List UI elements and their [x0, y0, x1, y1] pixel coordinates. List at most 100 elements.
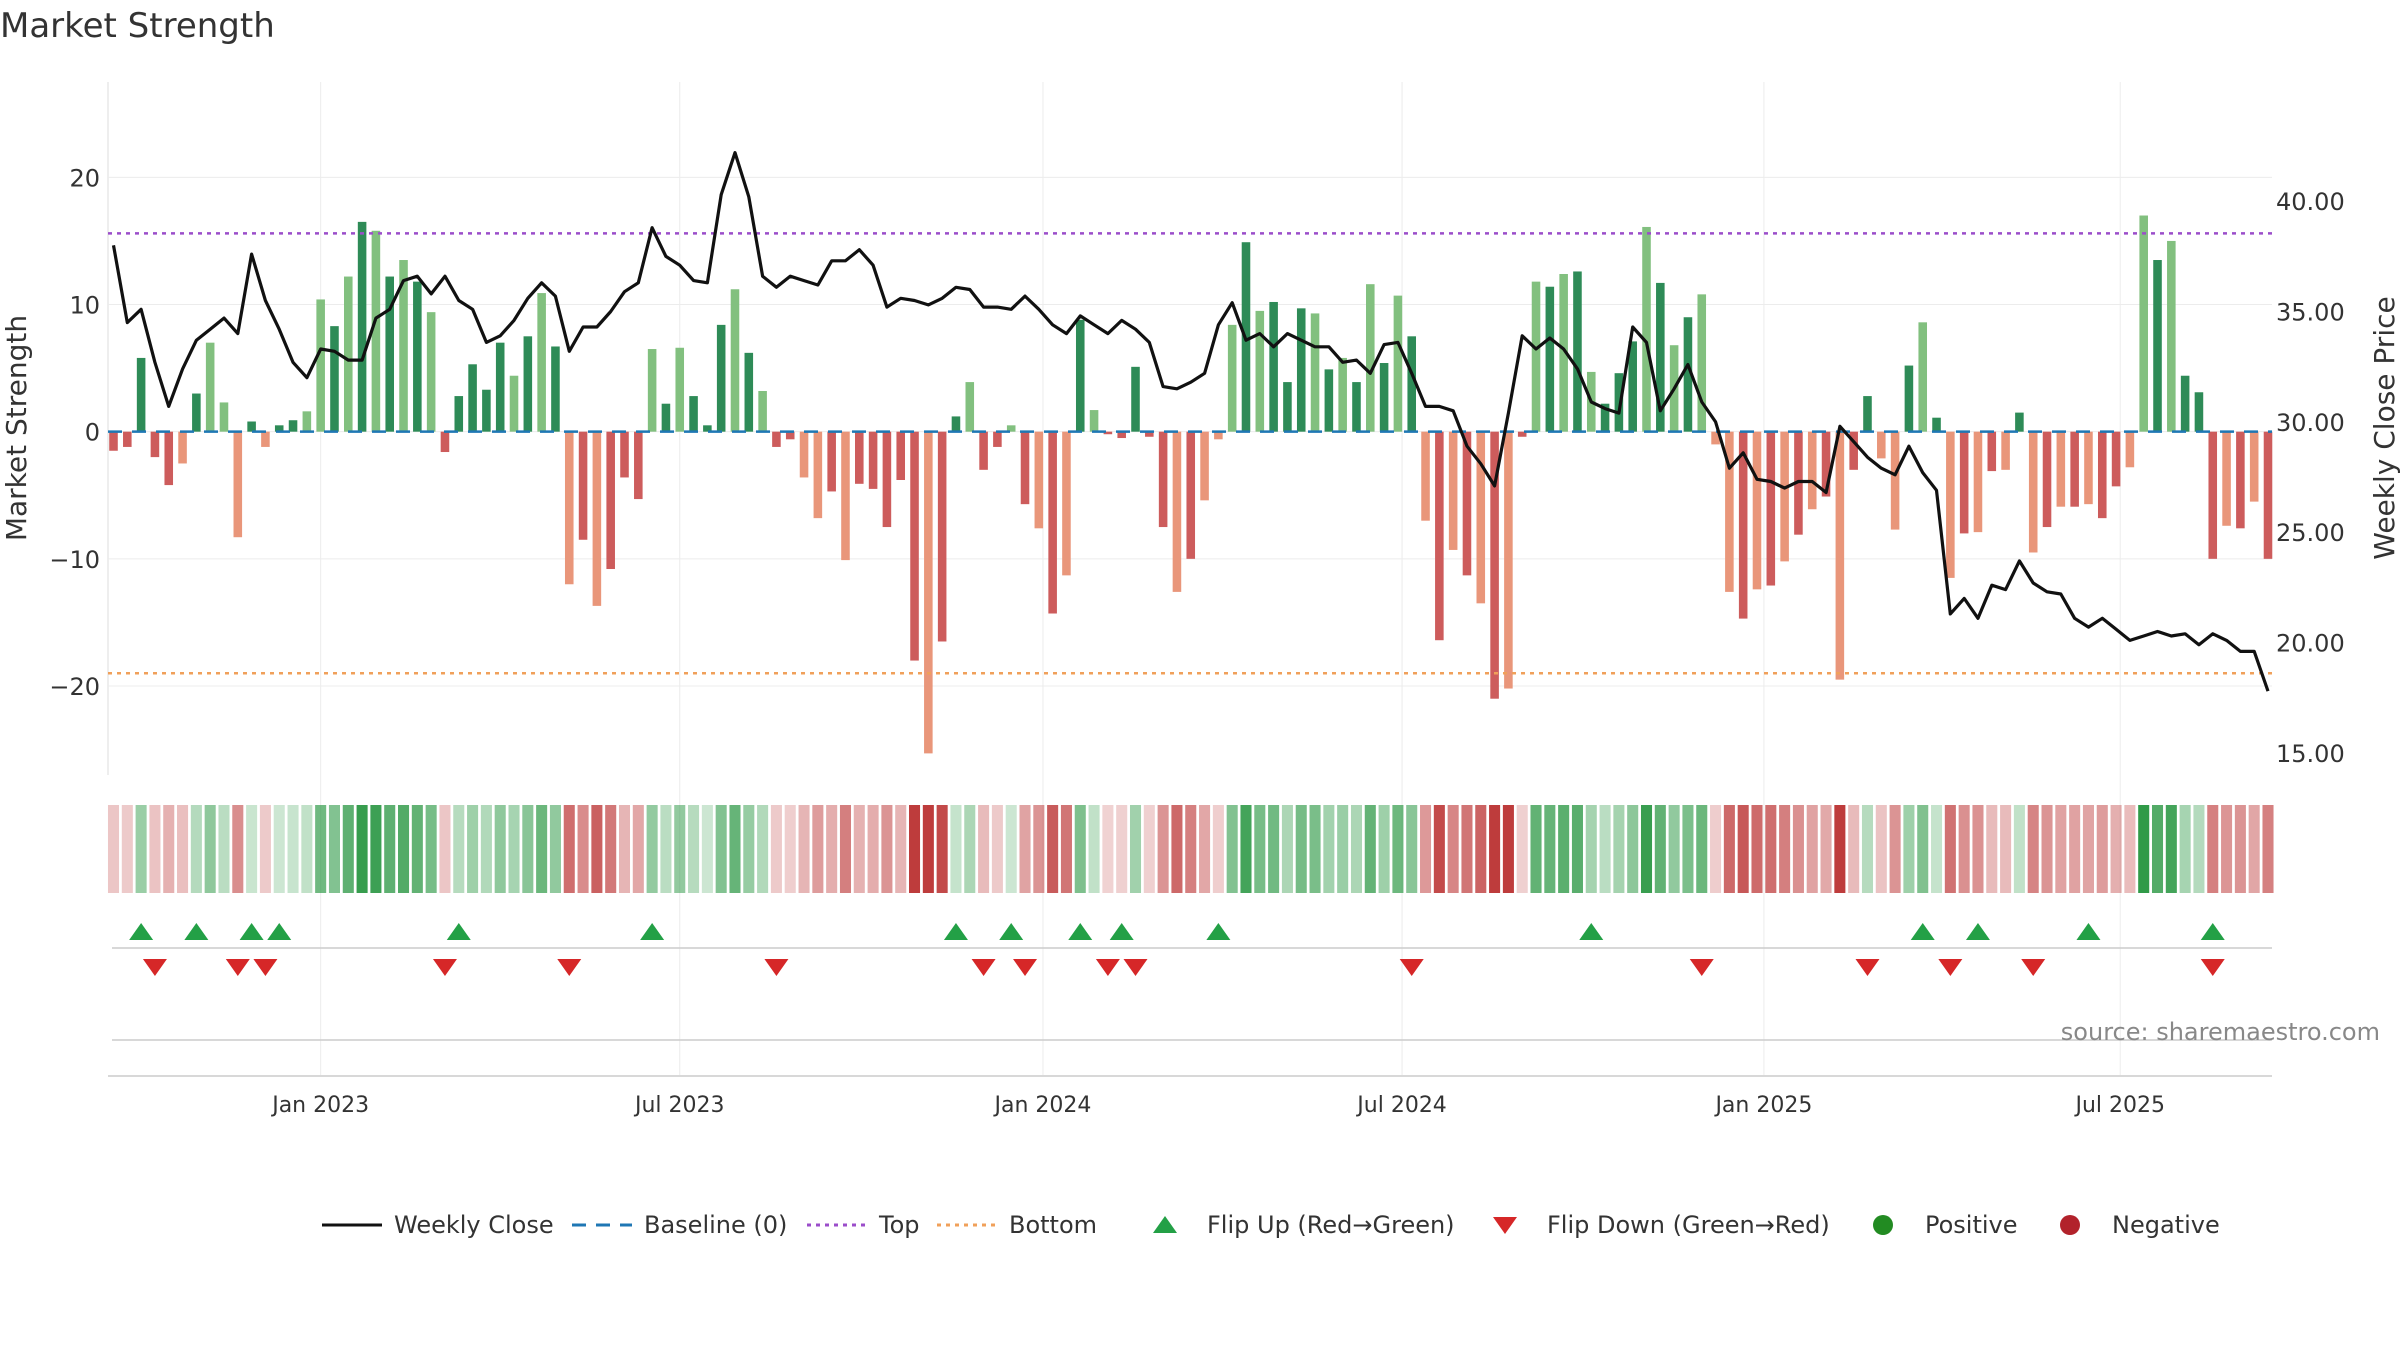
strength-bar[interactable]	[1214, 431, 1223, 440]
strength-bar[interactable]	[399, 260, 408, 432]
strength-bar[interactable]	[371, 230, 381, 432]
strength-bar[interactable]	[2139, 215, 2148, 432]
strength-bar[interactable]	[1752, 431, 1762, 590]
heat-strip-cell[interactable]	[1281, 805, 1293, 893]
heat-strip-cell[interactable]	[1309, 805, 1321, 893]
heat-strip-cell[interactable]	[2000, 805, 2012, 893]
strength-bar[interactable]	[592, 431, 602, 606]
strength-bar[interactable]	[192, 393, 201, 432]
heat-strip-cell[interactable]	[2055, 805, 2067, 893]
heat-strip-cell[interactable]	[2207, 805, 2219, 893]
strength-bar[interactable]	[1545, 286, 1555, 432]
strength-bar[interactable]	[1835, 431, 1845, 680]
heat-strip-cell[interactable]	[1268, 805, 1280, 893]
flip-down-marker[interactable]	[225, 959, 250, 976]
strength-bar[interactable]	[261, 431, 270, 447]
strength-bar[interactable]	[233, 431, 243, 538]
heat-strip-cell[interactable]	[1005, 805, 1017, 893]
strength-bar[interactable]	[1407, 336, 1417, 432]
heat-strip-cell[interactable]	[1116, 805, 1128, 893]
flip-down-marker[interactable]	[971, 959, 996, 976]
strength-bar[interactable]	[924, 431, 933, 754]
heat-strip-cell[interactable]	[246, 805, 258, 893]
heat-strip-cell[interactable]	[881, 805, 893, 893]
flip-down-marker[interactable]	[2200, 959, 2225, 976]
heat-strip-cell[interactable]	[2096, 805, 2108, 893]
strength-bar[interactable]	[1517, 431, 1527, 437]
strength-bar[interactable]	[1117, 431, 1126, 439]
strength-bar[interactable]	[2180, 375, 2190, 432]
heat-strip-cell[interactable]	[1710, 805, 1722, 893]
strength-bar[interactable]	[385, 276, 394, 432]
flip-down-marker[interactable]	[1123, 959, 1148, 976]
heat-strip-cell[interactable]	[1447, 805, 1459, 893]
heat-strip-cell[interactable]	[149, 805, 161, 893]
heat-strip-cell[interactable]	[1088, 805, 1100, 893]
strength-bar[interactable]	[344, 276, 353, 432]
heat-strip-cell[interactable]	[2234, 805, 2246, 893]
strength-bar[interactable]	[2194, 392, 2204, 432]
heat-strip-cell[interactable]	[2193, 805, 2205, 893]
heat-strip-cell[interactable]	[1558, 805, 1570, 893]
heat-strip-cell[interactable]	[936, 805, 948, 893]
heat-strip-cell[interactable]	[1143, 805, 1155, 893]
heat-strip-cell[interactable]	[2165, 805, 2177, 893]
strength-bar[interactable]	[109, 431, 118, 451]
strength-bar[interactable]	[1918, 322, 1928, 432]
strength-bar[interactable]	[703, 425, 712, 432]
strength-bar[interactable]	[1310, 313, 1320, 432]
heat-strip-cell[interactable]	[701, 805, 713, 893]
heat-strip-cell[interactable]	[1613, 805, 1625, 893]
flip-down-marker[interactable]	[2021, 959, 2046, 976]
strength-bar[interactable]	[620, 431, 629, 478]
strength-bar[interactable]	[288, 420, 298, 432]
strength-bar[interactable]	[1435, 431, 1444, 641]
strength-bar[interactable]	[330, 326, 339, 432]
heat-strip-cell[interactable]	[2082, 805, 2094, 893]
strength-bar[interactable]	[799, 431, 809, 478]
strength-bar[interactable]	[1006, 425, 1016, 432]
strength-bar[interactable]	[896, 431, 906, 480]
heat-strip-cell[interactable]	[2221, 805, 2233, 893]
heat-strip-cell[interactable]	[301, 805, 313, 893]
heat-strip-cell[interactable]	[632, 805, 644, 893]
heat-strip-cell[interactable]	[1489, 805, 1501, 893]
heat-strip-cell[interactable]	[1392, 805, 1404, 893]
heat-strip-cell[interactable]	[1420, 805, 1432, 893]
strength-bar[interactable]	[606, 431, 615, 570]
strength-bar[interactable]	[523, 336, 533, 432]
strength-bar[interactable]	[744, 352, 754, 432]
strength-bar[interactable]	[1048, 431, 1057, 614]
heat-strip-cell[interactable]	[922, 805, 934, 893]
flip-down-marker[interactable]	[557, 959, 582, 976]
strength-bar[interactable]	[1338, 357, 1347, 432]
strength-bar[interactable]	[730, 289, 740, 432]
heat-strip-cell[interactable]	[494, 805, 506, 893]
strength-bar[interactable]	[841, 431, 850, 561]
flip-up-marker[interactable]	[1579, 923, 1604, 940]
strength-bar[interactable]	[1504, 431, 1513, 689]
strength-bar[interactable]	[937, 431, 947, 642]
heat-strip-cell[interactable]	[1723, 805, 1735, 893]
heat-strip-cell[interactable]	[1157, 805, 1169, 893]
heat-strip-cell[interactable]	[1751, 805, 1763, 893]
strength-bar[interactable]	[564, 431, 574, 585]
heat-strip-cell[interactable]	[1861, 805, 1874, 893]
heat-strip-cell[interactable]	[1792, 805, 1804, 893]
strength-bar[interactable]	[274, 425, 284, 432]
heat-strip-cell[interactable]	[425, 805, 437, 893]
heat-strip-cell[interactable]	[1765, 805, 1777, 893]
heat-strip-cell[interactable]	[1074, 805, 1086, 893]
strength-bar[interactable]	[2042, 431, 2052, 528]
heat-strip-cell[interactable]	[563, 805, 575, 893]
strength-bar[interactable]	[1877, 431, 1886, 459]
heat-strip-cell[interactable]	[2248, 805, 2260, 893]
flip-up-marker[interactable]	[1910, 923, 1935, 940]
strength-bar[interactable]	[2263, 431, 2273, 559]
heat-strip-cell[interactable]	[646, 805, 658, 893]
heat-strip-cell[interactable]	[1461, 805, 1473, 893]
strength-bar[interactable]	[1200, 431, 1209, 501]
heat-strip-cell[interactable]	[812, 805, 824, 893]
flip-down-marker[interactable]	[1689, 959, 1714, 976]
strength-bar[interactable]	[772, 431, 781, 447]
